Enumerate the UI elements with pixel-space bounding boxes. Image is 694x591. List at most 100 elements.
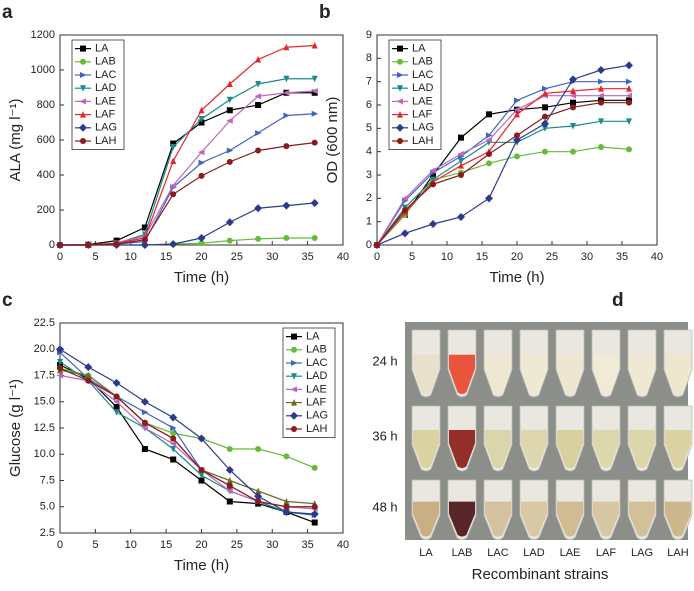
series-line [376,64,630,246]
legend-marker [79,123,87,132]
data-point [56,372,63,379]
y-axis-title: OD (600 nm) [324,97,341,184]
data-point [225,218,234,227]
y-tick-label: 7 [366,76,372,88]
data-point [283,235,290,241]
data-point [542,148,548,155]
series-line [59,374,315,510]
data-point [625,92,632,99]
data-point [198,467,205,473]
legend-marker [80,111,86,118]
y-tick-label: 9 [366,29,372,41]
data-point [255,235,262,242]
data-point [570,104,576,111]
data-point [85,377,92,384]
data-point [85,372,92,379]
x-tick-label: 10 [125,251,137,263]
data-point [56,345,64,354]
data-point [226,482,233,489]
data-point [255,147,262,154]
data-point [170,435,177,442]
legend-label: LAH [95,135,116,147]
data-point [197,234,206,242]
data-point [458,162,464,169]
series-line [59,361,315,516]
row-label: 36 h [372,428,397,443]
data-point [197,434,206,443]
data-point [542,113,548,120]
legend-marker [291,333,297,340]
data-point [169,182,177,189]
data-point [569,75,577,84]
legend-marker [80,138,86,144]
tube-liquid [665,354,691,394]
y-axis-title: Glucose (g l⁻¹) [7,379,24,477]
y-tick-label: 7.5 [40,474,55,486]
data-point [283,498,290,505]
x-tick-label: 20 [195,251,207,263]
data-point [626,146,632,153]
data-point [198,116,205,123]
y-tick-label: 20.0 [34,343,55,355]
data-point [598,144,604,150]
data-point [569,92,576,99]
data-point [170,157,177,164]
legend-marker [291,399,297,406]
data-point [626,118,632,125]
data-point [542,89,548,97]
data-point [85,242,92,249]
tube-liquid [557,430,583,469]
legend-box [71,39,125,150]
row-label: 48 h [372,499,397,514]
y-tick-label: 400 [37,169,55,181]
tube-liquid [449,430,475,469]
x-tick-label: 15 [476,251,488,263]
data-point [513,136,521,144]
data-point [458,158,464,165]
data-point [140,241,149,249]
plot-frame [376,34,658,246]
x-axis-title: Recombinant strains [472,566,609,583]
tube-liquid [413,430,439,469]
data-point [225,466,234,474]
legend-label: LAB [306,344,327,356]
series-line [376,120,629,246]
data-point [113,393,120,400]
series-line [376,99,629,246]
data-point [597,92,604,99]
data-point [141,419,148,426]
y-tick-label: 200 [37,204,55,216]
data-point [112,378,121,387]
legend-marker [79,98,86,105]
legend-box [388,39,442,150]
data-point [311,464,318,471]
series-line [59,367,315,508]
tube-liquid [521,501,547,537]
data-point [402,207,408,213]
tube-liquid [521,430,547,469]
data-point [57,365,63,372]
data-point [255,498,262,505]
legend-label: LAC [306,357,327,369]
x-tick-label: 15 [160,251,172,263]
data-point [430,181,436,188]
legend-marker [291,426,297,432]
x-tick-label: 10 [441,251,453,263]
row-label: 24 h [372,353,397,368]
legend-marker [290,386,297,393]
tube-liquid [593,430,619,469]
y-tick-label: 12.5 [34,422,55,434]
data-point [458,172,464,178]
series-line [59,348,315,515]
data-point [113,241,120,248]
tube-liquid [449,501,475,537]
y-tick-label: 1 [366,216,372,228]
y-tick-label: 4 [366,146,372,158]
data-point [283,112,290,119]
data-point [170,191,177,198]
data-point [429,167,436,174]
tube-liquid [629,430,655,469]
y-tick-label: 2 [366,192,372,204]
legend-label: LA [95,43,109,55]
legend-marker [291,373,297,380]
